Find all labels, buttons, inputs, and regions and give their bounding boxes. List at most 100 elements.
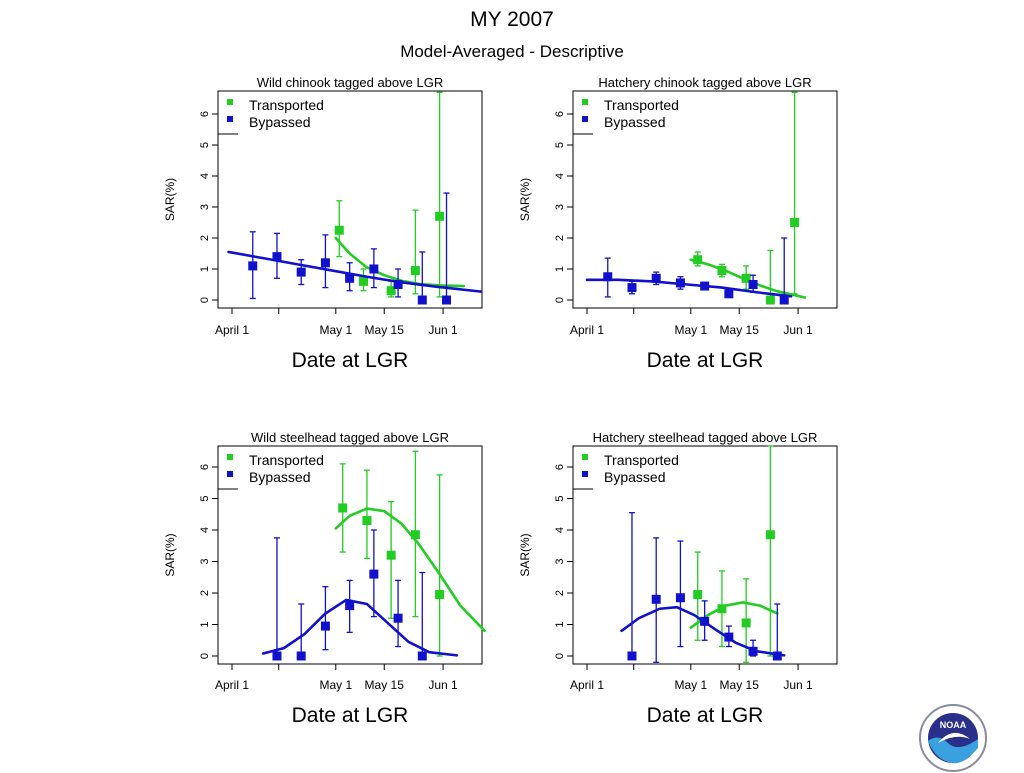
- y-tick-label: 4: [554, 527, 566, 533]
- legend-entry: Transported: [249, 452, 324, 468]
- y-tick-label: 5: [554, 142, 566, 148]
- transported-point: [334, 225, 344, 235]
- x-axis-label: Date at LGR: [647, 349, 764, 372]
- bypassed-point: [779, 295, 789, 305]
- legend-swatch: [582, 99, 588, 105]
- bypassed-point: [320, 258, 330, 268]
- bypassed-point: [320, 621, 330, 631]
- bypassed-point: [345, 273, 355, 283]
- y-tick-label: 6: [199, 111, 211, 117]
- transported-point: [717, 604, 727, 614]
- bypassed-point: [627, 651, 637, 661]
- bypassed-point: [296, 651, 306, 661]
- transported-point: [435, 590, 445, 600]
- x-axis-label: Date at LGR: [292, 704, 409, 727]
- plot-frame: [572, 445, 838, 665]
- y-tick-label: 1: [554, 621, 566, 627]
- bypassed-point: [651, 273, 661, 283]
- bypassed-point: [417, 651, 427, 661]
- transported-point: [435, 211, 445, 221]
- y-tick-label: 2: [199, 235, 211, 241]
- x-tick-label: May 15: [365, 323, 405, 337]
- bypassed-point: [296, 267, 306, 277]
- x-tick-label: May 1: [674, 323, 707, 337]
- x-tick-label: May 1: [674, 678, 707, 692]
- chart-title: Hatchery steelhead tagged above LGR: [593, 430, 818, 445]
- x-tick-label: May 15: [365, 678, 405, 692]
- bypassed-point: [772, 651, 782, 661]
- bypassed-fit-line: [261, 598, 459, 657]
- transported-point: [358, 276, 368, 286]
- x-tick-label: April 1: [215, 678, 249, 692]
- x-tick-label: April 1: [570, 323, 604, 337]
- transported-point: [386, 550, 396, 560]
- page-subtitle: Model-Averaged - Descriptive: [400, 42, 624, 61]
- legend-swatch: [227, 471, 233, 477]
- y-tick-label: 5: [554, 495, 566, 501]
- bypassed-point: [675, 593, 685, 603]
- y-tick-label: 3: [554, 204, 566, 210]
- x-tick-label: April 1: [215, 323, 249, 337]
- bypassed-point: [369, 264, 379, 274]
- legend-swatch: [227, 99, 233, 105]
- y-tick-label: 0: [199, 297, 211, 303]
- y-tick-label: 2: [554, 235, 566, 241]
- x-tick-label: April 1: [570, 678, 604, 692]
- x-axis-label: Date at LGR: [292, 349, 409, 372]
- bypassed-point: [627, 283, 637, 293]
- bypassed-point: [442, 295, 452, 305]
- y-tick-label: 4: [199, 173, 211, 179]
- transported-point: [790, 218, 800, 227]
- legend-entry: Transported: [249, 97, 324, 113]
- transported-point: [717, 266, 727, 276]
- noaa-seal-icon: NOAA: [919, 704, 987, 772]
- legend-swatch: [582, 471, 588, 477]
- x-tick-label: Jun 1: [783, 678, 813, 692]
- bypassed-point: [700, 616, 710, 626]
- x-tick-label: Jun 1: [783, 323, 813, 337]
- chart-title: Wild steelhead tagged above LGR: [251, 430, 449, 445]
- y-tick-label: 1: [199, 266, 211, 272]
- legend-swatch: [582, 454, 588, 460]
- transported-point: [410, 530, 420, 540]
- bypassed-point: [675, 278, 685, 288]
- transported-fit-line: [334, 236, 466, 288]
- transported-fit-line: [334, 507, 486, 633]
- y-tick-label: 6: [554, 464, 566, 470]
- y-tick-label: 0: [554, 297, 566, 303]
- noaa-seal-wave: [928, 737, 978, 764]
- y-tick-label: 5: [199, 495, 211, 501]
- y-tick-label: 0: [199, 653, 211, 659]
- legend-entry: Transported: [604, 452, 679, 468]
- transported-point: [338, 503, 348, 513]
- bypassed-point: [724, 289, 734, 299]
- bypassed-fit-line: [585, 278, 793, 298]
- bypassed-point: [417, 295, 427, 305]
- bypassed-point: [393, 280, 403, 289]
- noaa-seal-text: NOAA: [940, 720, 967, 730]
- transported-point: [693, 590, 703, 600]
- legend-entry: Bypassed: [604, 114, 665, 130]
- bypassed-point: [700, 281, 710, 291]
- y-tick-label: 0: [554, 653, 566, 659]
- chart-title: Hatchery chinook tagged above LGR: [598, 75, 811, 90]
- bypassed-point: [651, 594, 661, 604]
- transported-point: [386, 286, 396, 296]
- page-title: MY 2007: [470, 8, 554, 31]
- bypassed-point: [748, 646, 758, 656]
- legend-entry: Transported: [604, 97, 679, 113]
- y-tick-label: 3: [199, 558, 211, 564]
- chart-title: Wild chinook tagged above LGR: [257, 75, 443, 90]
- y-tick-label: 4: [199, 527, 211, 533]
- y-tick-label: 6: [554, 111, 566, 117]
- x-tick-label: May 15: [720, 678, 760, 692]
- bypassed-point: [603, 272, 613, 282]
- plot-frame: [217, 445, 483, 665]
- transported-point: [362, 516, 372, 526]
- plot-frame: [217, 90, 483, 309]
- plot-frame: [572, 90, 838, 309]
- x-tick-label: May 1: [319, 323, 352, 337]
- bypassed-point: [393, 613, 403, 623]
- y-tick-label: 5: [199, 142, 211, 148]
